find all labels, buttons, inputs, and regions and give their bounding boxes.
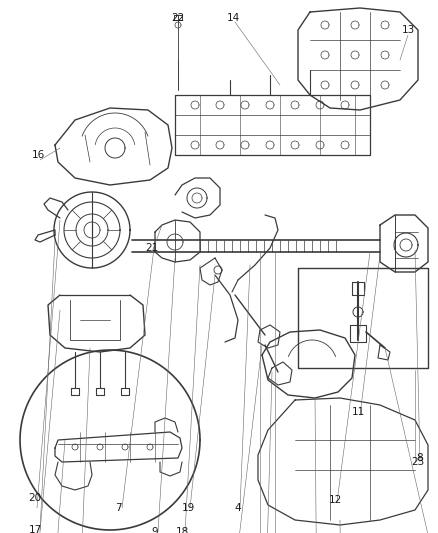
Text: 23: 23 [411, 457, 424, 467]
Text: 17: 17 [28, 525, 42, 533]
Text: 16: 16 [32, 150, 45, 160]
Text: 20: 20 [28, 493, 42, 503]
Text: 14: 14 [226, 13, 240, 23]
Text: 19: 19 [181, 503, 194, 513]
Text: 9: 9 [152, 527, 158, 533]
Text: 11: 11 [351, 407, 364, 417]
Text: 13: 13 [401, 25, 415, 35]
Text: 7: 7 [115, 503, 121, 513]
Text: 4: 4 [235, 503, 241, 513]
Text: 8: 8 [417, 453, 423, 463]
Text: 12: 12 [328, 495, 342, 505]
Text: 22: 22 [171, 13, 185, 23]
Text: 21: 21 [145, 243, 159, 253]
Text: 18: 18 [175, 527, 189, 533]
